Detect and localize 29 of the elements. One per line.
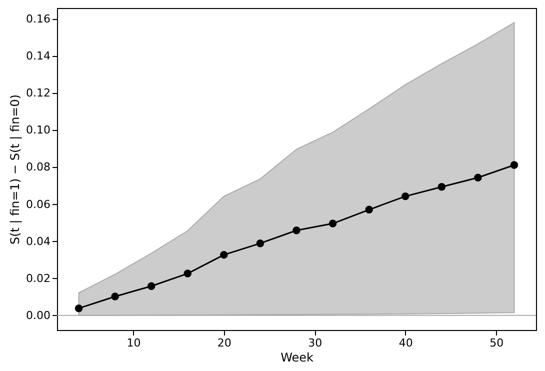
y-tick-label: 0.00 [26, 308, 50, 322]
point [292, 226, 300, 234]
point [147, 282, 156, 290]
x-tick-label: 30 [308, 336, 322, 350]
y-axis-title: S(t | fin=1) − S(t | fin=0) [8, 94, 22, 245]
point [510, 161, 518, 169]
point [74, 304, 83, 312]
point [401, 192, 410, 200]
x-tick-label: 40 [398, 336, 413, 350]
point [184, 270, 192, 278]
x-tick-label: 20 [217, 336, 232, 350]
x-axis-title: Week [280, 350, 314, 364]
y-tick-label: 0.06 [26, 198, 50, 211]
point [365, 206, 373, 214]
y-tick-label: 0.10 [26, 124, 50, 137]
x-tick-label: 10 [126, 336, 141, 350]
y-tick-label: 0.16 [26, 12, 50, 26]
y-tick-label: 0.12 [26, 86, 50, 100]
x-tick-label: 50 [490, 336, 504, 350]
point [111, 292, 119, 300]
point [328, 220, 337, 228]
y-tick-label: 0.02 [26, 272, 50, 285]
point [220, 250, 228, 259]
point [256, 239, 264, 248]
y-tick-label: 0.04 [26, 234, 50, 248]
y-tick-label: 0.14 [26, 50, 50, 63]
point [438, 183, 446, 191]
point [474, 174, 482, 182]
y-tick-label: 0.08 [26, 160, 50, 174]
